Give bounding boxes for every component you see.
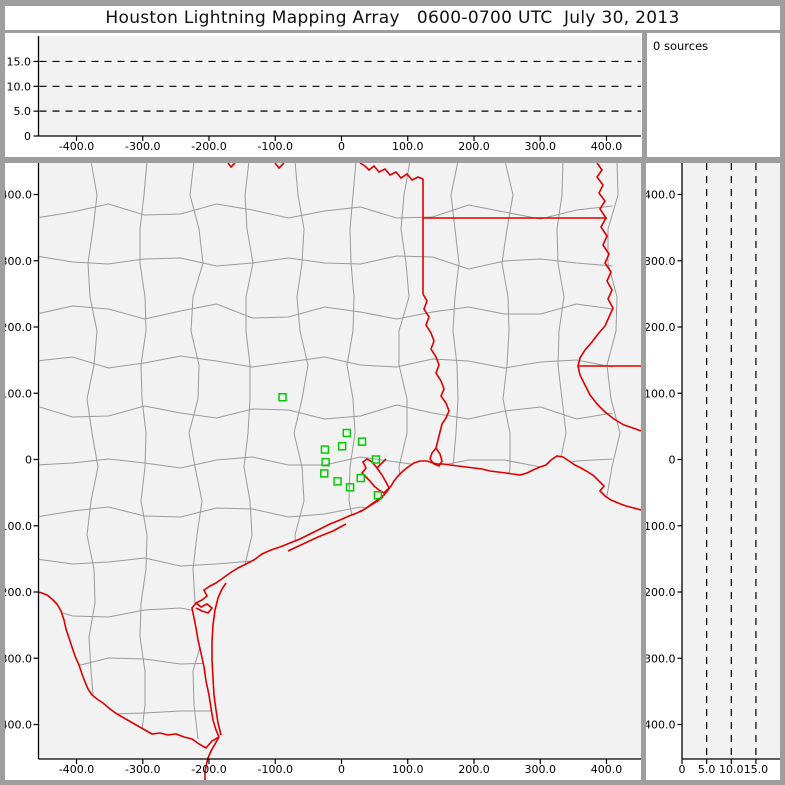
trinity-spur-border <box>376 458 387 469</box>
y-tick-label: -200.0 <box>646 586 676 599</box>
x-tick-label: 400.0 <box>591 763 623 776</box>
map-plot-area[interactable] <box>38 163 642 759</box>
x-tick-label: -200.0 <box>191 140 226 153</box>
red-river-dip-2-border <box>274 163 285 170</box>
gulf-coast-border <box>191 455 641 738</box>
y-tick-label: -200.0 <box>5 586 32 599</box>
lma-station-marker <box>356 473 365 483</box>
y-tick-label: 15.0 <box>7 55 32 68</box>
y-tick-label: -400.0 <box>5 719 32 732</box>
x-tick-label: 100.0 <box>392 140 424 153</box>
x-tick-label: 0 <box>338 763 345 776</box>
y-tick-label: 100.0 <box>646 387 676 400</box>
x-tick-label: 200.0 <box>458 763 490 776</box>
sources-count-label: 0 sources <box>653 39 709 53</box>
lma-station-marker <box>342 428 352 438</box>
y-tick-label: 400.0 <box>5 189 32 202</box>
y-tick-label: 5.0 <box>14 105 32 118</box>
mississippi-river-border <box>577 163 641 432</box>
x-tick-label: 15.0 <box>744 763 769 776</box>
x-tick-label: -400.0 <box>59 763 94 776</box>
altitude-vs-ns-plot[interactable]: -400.0 -300.0 -200.0 -100.0 0 100.0 200.0 300.0… <box>646 163 780 780</box>
sabine-river-border <box>422 293 450 449</box>
padre-island-border <box>211 582 227 736</box>
y-tick-label: 0 <box>24 130 31 143</box>
lma-station-marker <box>333 477 342 486</box>
lma-station-marker <box>373 491 383 500</box>
title-bar: Houston Lightning Mapping Array 0600-070… <box>5 6 780 30</box>
y-tick-label: 300.0 <box>646 255 676 268</box>
x-tick-label: 100.0 <box>392 763 424 776</box>
altitude-vs-ew-panel[interactable]: 0 5.0 10.0 15.0 -400.0 -300.0 -200.0 -100.0 0 100… <box>5 33 642 157</box>
mexico-coast-border <box>204 736 220 780</box>
galveston-bay-border <box>360 458 390 495</box>
x-tick-label: 300.0 <box>525 763 557 776</box>
y-tick-label: 0 <box>25 454 32 467</box>
x-tick-label: -200.0 <box>191 763 226 776</box>
lma-station-marker <box>320 469 329 478</box>
plan-view-map-plot[interactable]: -400.0 -300.0 -200.0 -100.0 0 100.0 200.0 300.0… <box>5 163 641 780</box>
x-tick-label: -100.0 <box>258 763 293 776</box>
x-tick-label: 10.0 <box>719 763 744 776</box>
x-tick-label: -100.0 <box>258 140 293 153</box>
state-borders <box>37 163 641 780</box>
x-tick-label: 400.0 <box>591 140 623 153</box>
plan-view-map-panel[interactable]: -400.0 -300.0 -200.0 -100.0 0 100.0 200.0 300.0… <box>5 163 641 780</box>
x-tick-label: -300.0 <box>125 763 160 776</box>
red-river-border <box>359 163 424 181</box>
page-title: Houston Lightning Mapping Array 0600-070… <box>105 8 680 28</box>
y-tick-label: -100.0 <box>646 520 676 533</box>
x-tick-label: 300.0 <box>525 140 557 153</box>
x-tick-label: -400.0 <box>59 140 94 153</box>
y-tick-label: 200.0 <box>646 321 676 334</box>
sabine-lake-border <box>429 447 443 467</box>
matagorda-island-border <box>287 523 347 552</box>
lma-station-marker <box>320 445 330 454</box>
lma-station-marker <box>278 392 287 402</box>
x-tick-label: 5.0 <box>698 763 716 776</box>
y-tick-label: -300.0 <box>5 652 32 665</box>
sources-count-panel: 0 sources <box>647 33 780 157</box>
rio-grande-border <box>37 591 220 750</box>
altitude-vs-ns-panel[interactable]: -400.0 -300.0 -200.0 -100.0 0 100.0 200.0 300.0… <box>646 163 780 780</box>
corpus-bays-border <box>195 602 214 614</box>
x-tick-label: 200.0 <box>458 140 490 153</box>
y-tick-label: 0 <box>669 454 676 467</box>
y-tick-label: -400.0 <box>646 719 676 732</box>
y-tick-label: 400.0 <box>646 189 676 202</box>
lma-station-marker <box>337 442 347 451</box>
lma-station-marker <box>345 483 355 492</box>
lma-station-marker <box>357 437 367 446</box>
y-tick-label: -100.0 <box>5 520 32 533</box>
lma-station-marker <box>371 455 381 464</box>
lma-stations <box>278 392 383 500</box>
y-tick-label: 200.0 <box>5 321 32 334</box>
x-tick-label: -300.0 <box>125 140 160 153</box>
alt-ns-plot-area[interactable] <box>682 163 780 759</box>
y-tick-label: 100.0 <box>5 387 32 400</box>
lma-station-marker <box>321 457 330 467</box>
x-tick-label: 0 <box>679 763 686 776</box>
y-tick-label: 10.0 <box>7 80 32 93</box>
red-river-dip-1-border <box>227 163 236 169</box>
x-tick-label: 0 <box>338 140 345 153</box>
y-tick-label: 300.0 <box>5 255 32 268</box>
altitude-vs-ew-plot[interactable]: 0 5.0 10.0 15.0 -400.0 -300.0 -200.0 -100.0 0 100… <box>5 33 642 157</box>
y-tick-label: -300.0 <box>646 652 676 665</box>
